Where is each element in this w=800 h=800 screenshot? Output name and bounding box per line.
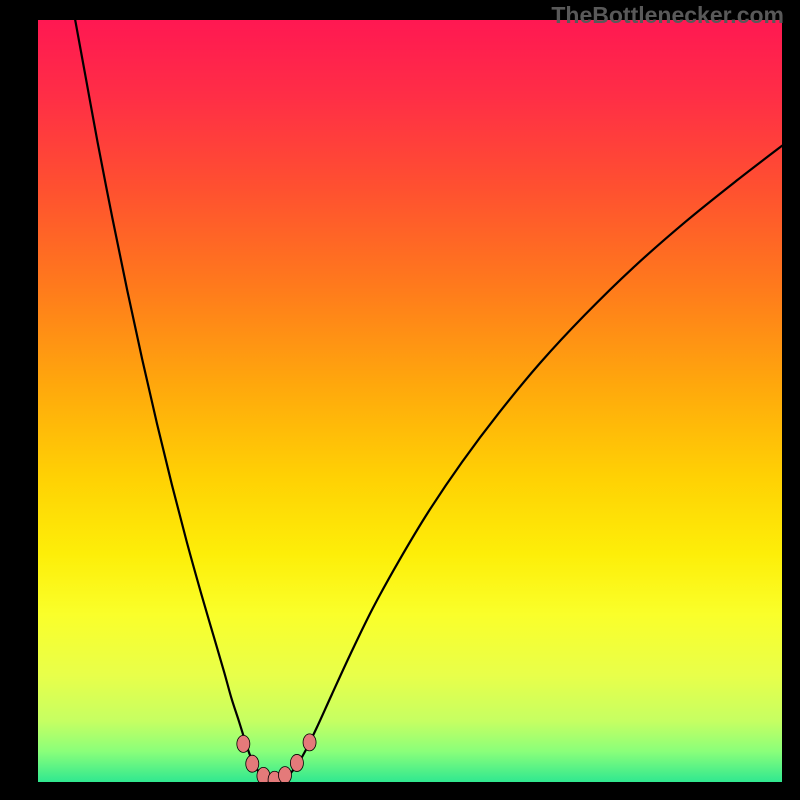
plot-svg bbox=[38, 20, 782, 782]
chart-frame bbox=[0, 0, 800, 800]
curve-marker bbox=[303, 734, 316, 751]
watermark-text: TheBottlenecker.com bbox=[551, 2, 784, 29]
gradient-background bbox=[38, 20, 782, 782]
curve-marker bbox=[246, 755, 259, 772]
curve-marker bbox=[290, 754, 303, 771]
plot-area bbox=[38, 20, 782, 782]
curve-marker bbox=[279, 767, 292, 782]
curve-marker bbox=[237, 735, 250, 752]
